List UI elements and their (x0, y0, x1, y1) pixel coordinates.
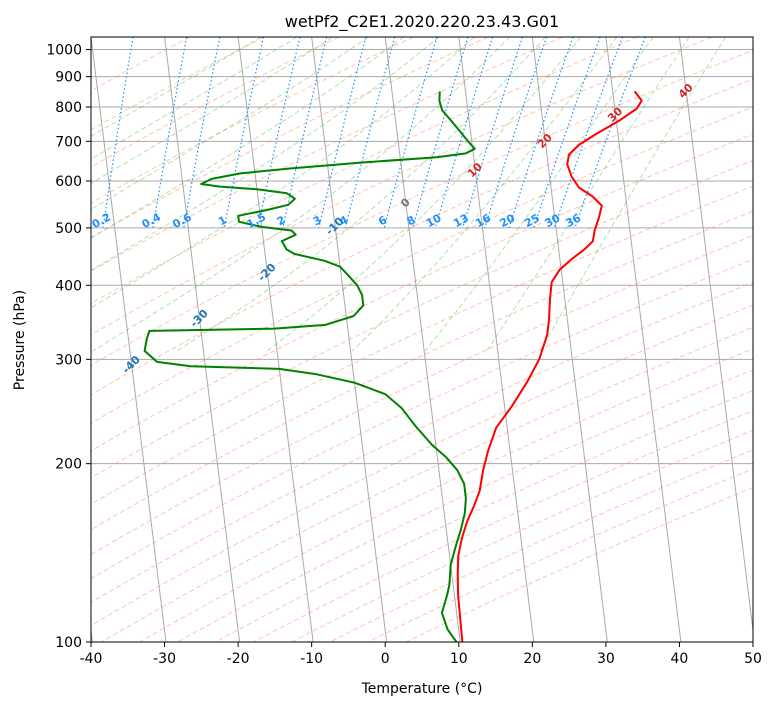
mixing-ratio-line (223, 37, 265, 229)
dry-adiabat-line (367, 468, 753, 642)
dry-adiabat-line (405, 486, 753, 642)
axes: -40 -30 -20 -10 0 10 20 30 40 50 100 200 300 400 500 60… (46, 43, 762, 667)
mixing-ratio-line (183, 37, 221, 229)
moist-adiabat-line (176, 37, 546, 352)
x-tick-label: 50 (744, 651, 762, 667)
moist-adiabat-line (91, 37, 333, 184)
background-lines (91, 37, 753, 642)
isotherm-line (458, 37, 535, 642)
dry-adiabat-line (91, 78, 753, 396)
isotherm-line (164, 37, 241, 642)
mixing-ratio-label: 16 (473, 211, 493, 230)
x-tick-label: -20 (227, 651, 250, 667)
y-tick-label: 100 (55, 635, 82, 651)
isotherm-line (678, 37, 753, 635)
mixing-ratio-line (434, 37, 494, 229)
y-tick-label: 300 (55, 352, 82, 368)
dry-adiabat-line (91, 304, 753, 627)
mixing-ratio-line (412, 37, 469, 229)
x-tick-label: -10 (300, 651, 323, 667)
dry-adiabat-line (91, 37, 489, 239)
mixing-ratio-line (102, 37, 134, 228)
x-tick-label: -40 (80, 651, 103, 667)
mixing-ratio-label: 13 (451, 211, 471, 230)
y-axis-label: Pressure (hPa) (12, 290, 28, 390)
dry-adiabat-line (253, 410, 753, 642)
moist-adiabat-line (266, 37, 582, 352)
moist-adiabat-line (539, 37, 727, 352)
isotherm-line (384, 37, 461, 642)
dry-adiabat-line (91, 37, 340, 168)
moist-adiabat-line (91, 37, 404, 239)
isotherm-line (91, 37, 167, 642)
y-tick-label: 200 (55, 457, 82, 473)
x-tick-label: 40 (671, 651, 689, 667)
dry-adiabat-line (91, 133, 753, 452)
series-layer (143, 90, 643, 642)
mixing-ratio-label: 30 (543, 211, 563, 230)
dry-adiabat-line (91, 159, 753, 479)
mixing-ratio-line (462, 37, 524, 229)
mixing-ratio-label: 25 (522, 211, 542, 230)
plot-frame (90, 36, 754, 643)
moist-adiabat-line (424, 37, 654, 352)
x-tick-label: 10 (450, 651, 468, 667)
mixing-ratio-line (484, 37, 548, 229)
x-tick-label: -30 (153, 651, 176, 667)
y-tick-label: 800 (55, 100, 82, 116)
dry-adiabat-line (91, 37, 638, 305)
mixing-ratio-line (257, 37, 301, 229)
mixing-ratio-line (282, 37, 328, 229)
y-tick-label: 700 (55, 134, 82, 150)
dry-adiabat-line (101, 326, 753, 642)
dry-adiabat-line (91, 210, 753, 531)
dry-adiabat-line (91, 106, 753, 424)
mixing-ratio-line (553, 37, 624, 229)
dry-adiabat-line (91, 234, 753, 556)
dry-adiabat-line (215, 389, 753, 642)
moist-adiabat-line (91, 37, 298, 160)
moist-adiabat-line (92, 37, 511, 352)
isotherm-line (605, 37, 682, 642)
mixing-ratio-line (318, 37, 367, 229)
dry-adiabat-line (91, 37, 563, 272)
x-tick-label: 0 (381, 651, 390, 667)
moist-adiabat-line (91, 37, 475, 309)
y-tick-label: 500 (55, 221, 82, 237)
y-tick-label: 400 (55, 278, 82, 294)
mixing-ratio-line (383, 37, 438, 229)
mixing-ratio-line (508, 37, 574, 229)
mixing-ratio-label: 10 (424, 211, 444, 230)
mixing-ratio-line (533, 37, 601, 229)
y-tick-label: 600 (55, 174, 82, 190)
moist-adiabat-line (91, 37, 369, 210)
isotherm-line (531, 37, 608, 642)
isotherm-line (311, 37, 388, 642)
y-tick-label: 1000 (46, 43, 82, 59)
moist-adiabat-line (91, 37, 262, 137)
mixing-ratio-line (152, 37, 188, 228)
chart-title: wetPf2_C2E1.2020.220.23.43.G01 (285, 12, 559, 32)
mixing-ratio-label: 36 (563, 211, 583, 230)
y-tick-label: 900 (55, 70, 82, 86)
isotherm-line (237, 37, 314, 642)
dry-adiabat-line (91, 37, 414, 204)
x-tick-label: 30 (597, 651, 615, 667)
x-axis-label: Temperature (°C) (361, 681, 483, 697)
moist-adiabat-line (351, 37, 618, 352)
mixing-ratio-line (344, 37, 396, 229)
dewpoint-line (143, 91, 476, 642)
mixing-ratio-label: 20 (498, 211, 518, 230)
temperature-line (456, 90, 643, 642)
moist-adiabat-line (486, 37, 690, 352)
x-tick-label: 20 (523, 651, 541, 667)
dry-adiabat-line (91, 258, 753, 580)
